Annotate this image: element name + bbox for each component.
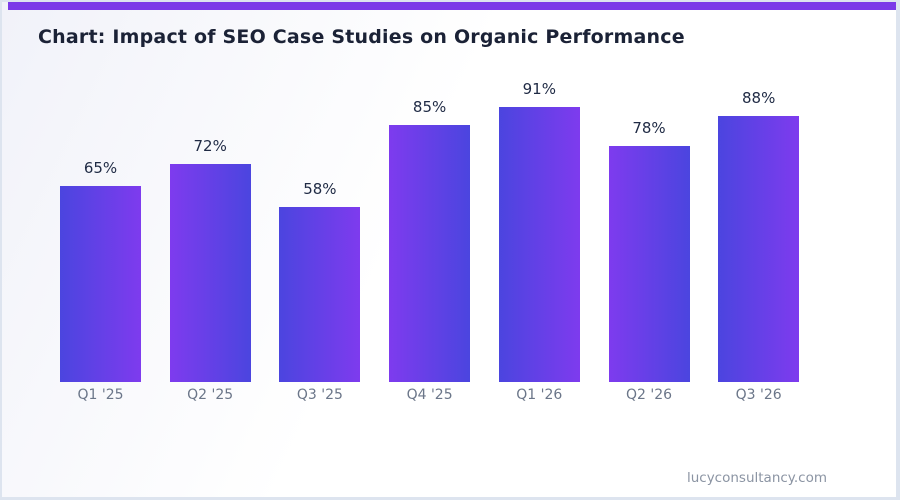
accent-bar <box>8 2 896 10</box>
x-axis-tick-label: Q4 '25 <box>406 387 453 403</box>
watermark: lucyconsultancy.com <box>686 470 827 486</box>
bar-q326 <box>718 116 800 382</box>
value-label: 91% <box>522 80 556 98</box>
x-axis-tick-label: Q1 '26 <box>516 387 563 403</box>
x-axis-tick-label: Q1 '25 <box>77 387 124 403</box>
x-axis-tick-label: Q2 '26 <box>625 387 673 403</box>
value-label: 58% <box>303 180 337 198</box>
value-label: 72% <box>193 137 227 155</box>
bar-q425 <box>389 125 471 382</box>
value-label: 78% <box>632 119 666 137</box>
bar-q125 <box>60 186 141 382</box>
value-label: 88% <box>742 89 776 107</box>
value-label: 85% <box>412 98 447 116</box>
bar-q226 <box>608 146 690 382</box>
x-axis-tick-label: Q3 '26 <box>735 387 782 403</box>
bar-q126 <box>498 107 580 382</box>
x-axis-tick-label: Q2 '25 <box>187 387 234 403</box>
bar-q225 <box>169 164 251 382</box>
bar-q325 <box>279 207 361 382</box>
x-axis-tick-label: Q3 '25 <box>296 387 343 403</box>
value-label: 65% <box>83 159 118 177</box>
chart-title: Chart: Impact of SEO Case Studies on Org… <box>38 26 685 48</box>
